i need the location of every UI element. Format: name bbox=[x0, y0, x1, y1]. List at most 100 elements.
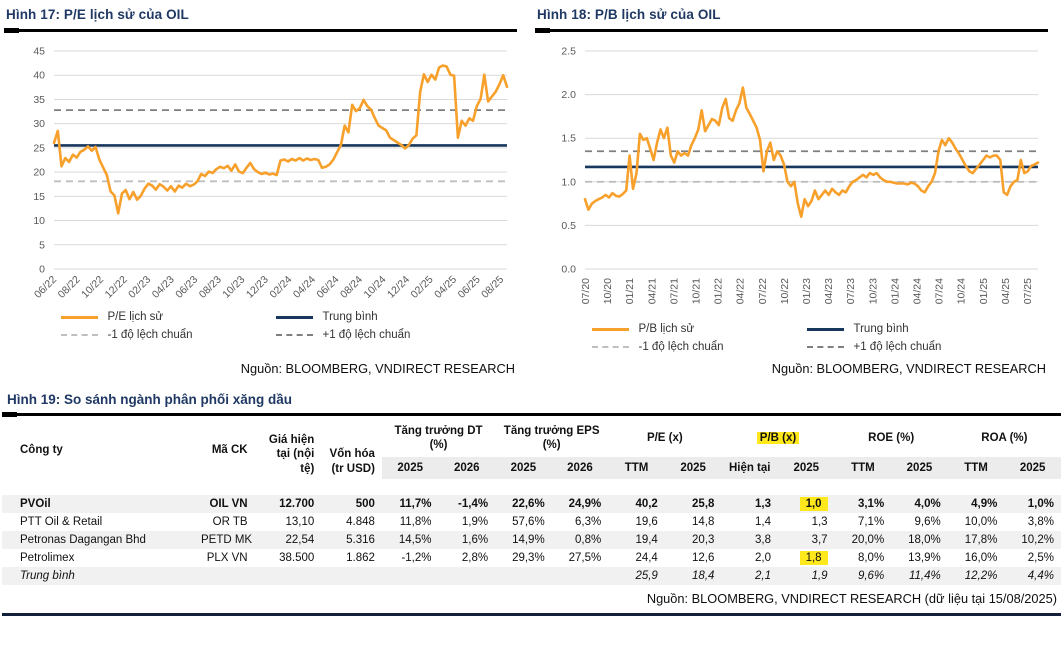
svg-text:04/23: 04/23 bbox=[150, 274, 177, 301]
value-cell bbox=[254, 567, 322, 586]
value-cell: 3,7 bbox=[778, 531, 835, 550]
company-cell: Petrolimex bbox=[20, 552, 75, 565]
figure-pb-history: Hình 18: P/B lịch sử của OIL 0.0 0.5 1.0 1.… bbox=[531, 2, 1062, 382]
table-row: Trung bình 25,9 18,4 2,1 1,9 9,6% 11,4% 12,2% 4,… bbox=[2, 567, 1061, 586]
value-cell: 2,8% bbox=[461, 552, 489, 565]
svg-text:1.5: 1.5 bbox=[561, 133, 576, 145]
sub-column-header: 2025 bbox=[1004, 456, 1061, 480]
value-cell: 12,6 bbox=[692, 552, 715, 565]
company-cell: Petronas Dagangan Bhd bbox=[2, 531, 194, 550]
legend-label: P/E lịch sử bbox=[107, 311, 164, 323]
svg-text:10/20: 10/20 bbox=[602, 278, 614, 304]
value-cell: 3,8% bbox=[1027, 516, 1054, 529]
svg-text:06/22: 06/22 bbox=[32, 274, 59, 301]
legend-item-pb-series: P/B lịch sử bbox=[591, 323, 807, 335]
pe-series-swatch-icon bbox=[60, 315, 98, 319]
svg-text:10/21: 10/21 bbox=[690, 278, 702, 304]
value-cell bbox=[495, 567, 552, 586]
pe-history-chart: 05101520253035404506/2208/2210/2212/2202… bbox=[32, 46, 509, 301]
svg-text:10: 10 bbox=[33, 215, 45, 227]
column-header: ROE (%) bbox=[868, 432, 915, 445]
column-header: ROA (%) bbox=[981, 432, 1028, 445]
value-cell: 5.316 bbox=[321, 531, 382, 550]
svg-text:15: 15 bbox=[33, 191, 45, 203]
svg-text:12/24: 12/24 bbox=[385, 274, 412, 301]
highlight: 1,8 bbox=[799, 551, 828, 566]
value-cell: 22,54 bbox=[254, 531, 322, 550]
value-cell: 9,6% bbox=[834, 567, 892, 586]
sub-column-header: TTM bbox=[947, 456, 1005, 480]
svg-text:04/22: 04/22 bbox=[735, 278, 747, 304]
figure-source: Nguồn: BLOOMBERG, VNDIRECT RESEARCH bbox=[771, 361, 1046, 376]
column-header: P/E (x) bbox=[646, 432, 683, 445]
value-cell bbox=[438, 567, 496, 586]
legend-label: P/B lịch sử bbox=[638, 323, 695, 335]
svg-text:08/25: 08/25 bbox=[479, 274, 506, 301]
svg-text:12/22: 12/22 bbox=[103, 274, 130, 301]
plus1sd-swatch-icon bbox=[806, 346, 844, 348]
value-cell: 10,2% bbox=[1004, 531, 1061, 550]
value-cell: 22,6% bbox=[495, 495, 552, 514]
value-cell: 24,4 bbox=[635, 552, 658, 565]
value-cell: 13,9% bbox=[908, 552, 941, 565]
company-cell: PVOil bbox=[2, 495, 194, 514]
table-row: Petronas Dagangan Bhd PETD MK 22,54 5.316 14… bbox=[2, 531, 1061, 550]
svg-text:2.5: 2.5 bbox=[561, 46, 576, 58]
column-header: P/B (x) bbox=[721, 421, 834, 457]
value-cell: 13,10 bbox=[285, 516, 315, 529]
legend-label: +1 độ lệch chuẩn bbox=[322, 329, 411, 341]
sub-column-header: 2026 bbox=[551, 456, 609, 480]
table-title: Hình 19: So sánh ngành phân phối xăng dầ… bbox=[7, 392, 293, 407]
svg-text:0.5: 0.5 bbox=[561, 220, 576, 232]
svg-text:01/23: 01/23 bbox=[801, 278, 813, 304]
column-header: Tăng trưởng DT (%) bbox=[394, 425, 483, 452]
company-cell: PTT Oil & Retail bbox=[20, 516, 103, 529]
company-cell: Trung bình bbox=[2, 567, 194, 586]
value-cell: 25,9 bbox=[608, 567, 665, 586]
svg-text:04/25: 04/25 bbox=[432, 274, 459, 301]
table-row: Petrolimex PLX VN 38.500 1.862 -1,2% 2,8% 29,3… bbox=[2, 549, 1061, 567]
value-cell: OR TB bbox=[212, 516, 248, 529]
value-cell: 57,6% bbox=[512, 516, 545, 529]
value-cell: 19,4 bbox=[608, 531, 665, 550]
figure-pe-history: Hình 17: P/E lịch sử của OIL 0 5 10 15 20 25 3… bbox=[0, 2, 531, 382]
value-cell: 14,8 bbox=[692, 516, 715, 529]
value-cell: 1,6% bbox=[438, 531, 496, 550]
value-cell: 18,0% bbox=[891, 531, 948, 550]
value-cell bbox=[321, 567, 382, 586]
value-cell: 18,4 bbox=[664, 567, 722, 586]
highlight: P/B (x) bbox=[756, 432, 800, 445]
value-cell: 7,1% bbox=[857, 516, 885, 529]
header-sub-row: 2025 2026 2025 2026 TTM 2025 Hiện tại 2025 TTM 20… bbox=[2, 456, 1061, 480]
value-cell: 38.500 bbox=[279, 552, 315, 565]
table-row: PVOil OIL VN 12.700 500 11,7% -1,4% 22,6% 24,9%… bbox=[2, 495, 1061, 514]
legend-item-plus1sd: +1 độ lệch chuẩn bbox=[806, 341, 992, 353]
value-cell bbox=[551, 567, 609, 586]
svg-text:08/22: 08/22 bbox=[56, 274, 83, 301]
value-cell bbox=[193, 567, 255, 586]
svg-text:04/25: 04/25 bbox=[1000, 278, 1012, 304]
sub-column-header: 2025 bbox=[664, 456, 722, 480]
legend-item-mean: Trung bình bbox=[806, 323, 992, 335]
legend-label: Trung bình bbox=[322, 311, 378, 323]
value-cell: 1,9% bbox=[461, 516, 489, 529]
value-cell: 1,3 bbox=[721, 495, 778, 514]
svg-text:07/25: 07/25 bbox=[1022, 278, 1034, 304]
value-cell bbox=[381, 567, 439, 586]
svg-text:08/23: 08/23 bbox=[197, 274, 224, 301]
value-cell: 3,8 bbox=[721, 531, 778, 550]
value-cell: 27,5% bbox=[568, 552, 602, 565]
svg-text:10/24: 10/24 bbox=[956, 278, 968, 304]
svg-text:04/24: 04/24 bbox=[911, 278, 923, 304]
value-cell: 500 bbox=[321, 495, 382, 514]
svg-text:20: 20 bbox=[33, 167, 45, 179]
value-cell: OIL VN bbox=[193, 495, 255, 514]
legend-item-plus1sd: +1 độ lệch chuẩn bbox=[275, 329, 461, 341]
value-cell: 29,3% bbox=[512, 552, 545, 565]
value-cell: 25,8 bbox=[664, 495, 722, 514]
svg-text:40: 40 bbox=[33, 70, 45, 82]
sub-column-header: 2026 bbox=[438, 456, 496, 480]
svg-text:12/23: 12/23 bbox=[244, 274, 271, 301]
sub-column-header: 2025 bbox=[778, 456, 835, 480]
value-cell: 0,8% bbox=[551, 531, 609, 550]
